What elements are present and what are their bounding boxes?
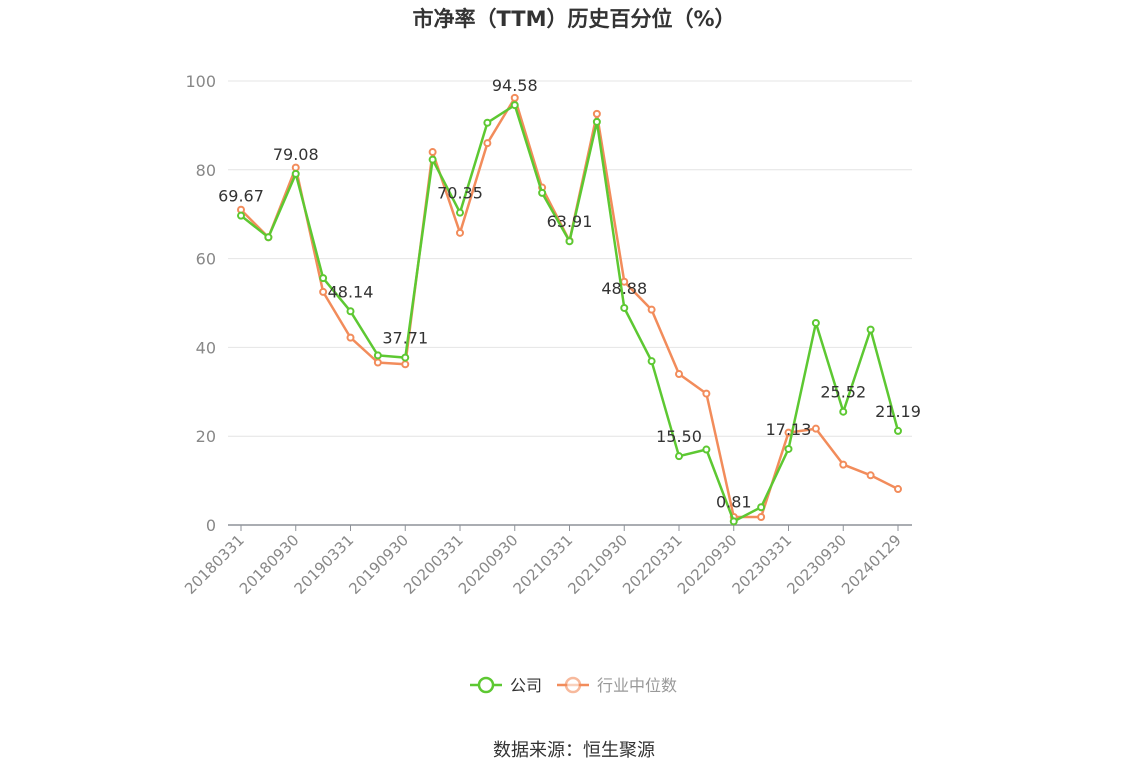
- data-label: 0.81: [716, 492, 752, 511]
- data-point: [264, 233, 273, 242]
- data-label: 25.52: [820, 383, 866, 402]
- data-label: 94.58: [492, 76, 538, 95]
- data-point: [784, 444, 793, 453]
- legend-marker: [477, 676, 495, 694]
- data-label: 70.35: [437, 184, 483, 203]
- data-point: [839, 460, 848, 469]
- legend-marker: [564, 676, 582, 694]
- data-point: [319, 274, 328, 283]
- legend-label: 公司: [510, 676, 542, 695]
- data-point: [401, 360, 410, 369]
- data-point: [729, 517, 738, 526]
- data-point: [237, 211, 245, 220]
- data-point: [839, 407, 848, 416]
- y-tick-label: 20: [196, 427, 216, 446]
- series-line: [240, 96, 899, 519]
- chart-title: 市净率（TTM）历史百分位（%）: [412, 7, 735, 31]
- legend-item[interactable]: 行业中位数: [557, 676, 677, 695]
- data-label: 15.50: [656, 427, 702, 446]
- data-point: [565, 237, 574, 246]
- data-point: [866, 325, 875, 334]
- x-axis: 2018033120180930201903312019093020200331…: [181, 524, 912, 598]
- data-label: 63.91: [547, 212, 593, 231]
- series-line: [240, 103, 900, 523]
- data-label: 21.19: [875, 402, 921, 421]
- grid: [228, 80, 912, 437]
- legend-item[interactable]: 公司: [470, 676, 542, 695]
- data-label: 69.67: [218, 187, 264, 206]
- data-point: [510, 93, 519, 102]
- data-label: 48.14: [328, 282, 374, 301]
- data-point: [647, 357, 656, 366]
- data-point: [675, 370, 683, 379]
- data-point: [757, 513, 766, 522]
- data-point: [510, 101, 519, 110]
- data-point: [373, 351, 382, 360]
- series-group: [237, 93, 902, 526]
- data-point: [538, 188, 547, 197]
- data-point: [291, 169, 300, 178]
- data-point: [428, 148, 437, 157]
- x-tick-label: 20240129: [838, 531, 905, 598]
- data-point: [373, 358, 382, 367]
- legend[interactable]: 公司 行业中位数: [470, 676, 677, 695]
- data-point: [456, 208, 464, 217]
- y-tick-label: 0: [206, 516, 216, 535]
- data-label: 79.08: [273, 145, 319, 164]
- data-label: 37.71: [382, 329, 428, 348]
- data-point: [866, 471, 875, 480]
- y-tick-label: 60: [196, 250, 216, 269]
- data-point: [592, 117, 601, 126]
- data-label: 48.88: [601, 279, 647, 298]
- data-label: 17.13: [766, 420, 812, 439]
- data-point: [811, 318, 820, 327]
- y-tick-label: 80: [196, 161, 216, 180]
- data-point: [647, 305, 656, 314]
- data-point: [346, 307, 355, 316]
- y-tick-label: 40: [196, 338, 216, 357]
- data-point: [319, 287, 328, 296]
- data-point: [702, 389, 711, 398]
- data-point: [291, 163, 300, 172]
- data-point: [456, 228, 464, 237]
- data-source: 数据来源：恒生聚源: [493, 740, 655, 761]
- data-point: [702, 445, 711, 454]
- y-tick-label: 100: [185, 72, 216, 91]
- data-point: [346, 333, 355, 342]
- data-point: [894, 426, 902, 435]
- data-point: [592, 109, 601, 118]
- data-point: [675, 452, 683, 461]
- y-axis: 0 20 40 60 80 100: [185, 72, 216, 535]
- data-point: [811, 424, 820, 433]
- data-point: [401, 353, 410, 362]
- data-point: [428, 155, 437, 164]
- data-point: [620, 303, 629, 312]
- legend-label: 行业中位数: [597, 676, 677, 695]
- data-point: [483, 139, 492, 148]
- data-point: [894, 485, 902, 494]
- data-point: [483, 118, 492, 127]
- data-labels: 69.67 79.08 48.14 37.71 70.35 94.58 63.91 48.88…: [218, 76, 921, 511]
- data-point: [757, 503, 766, 512]
